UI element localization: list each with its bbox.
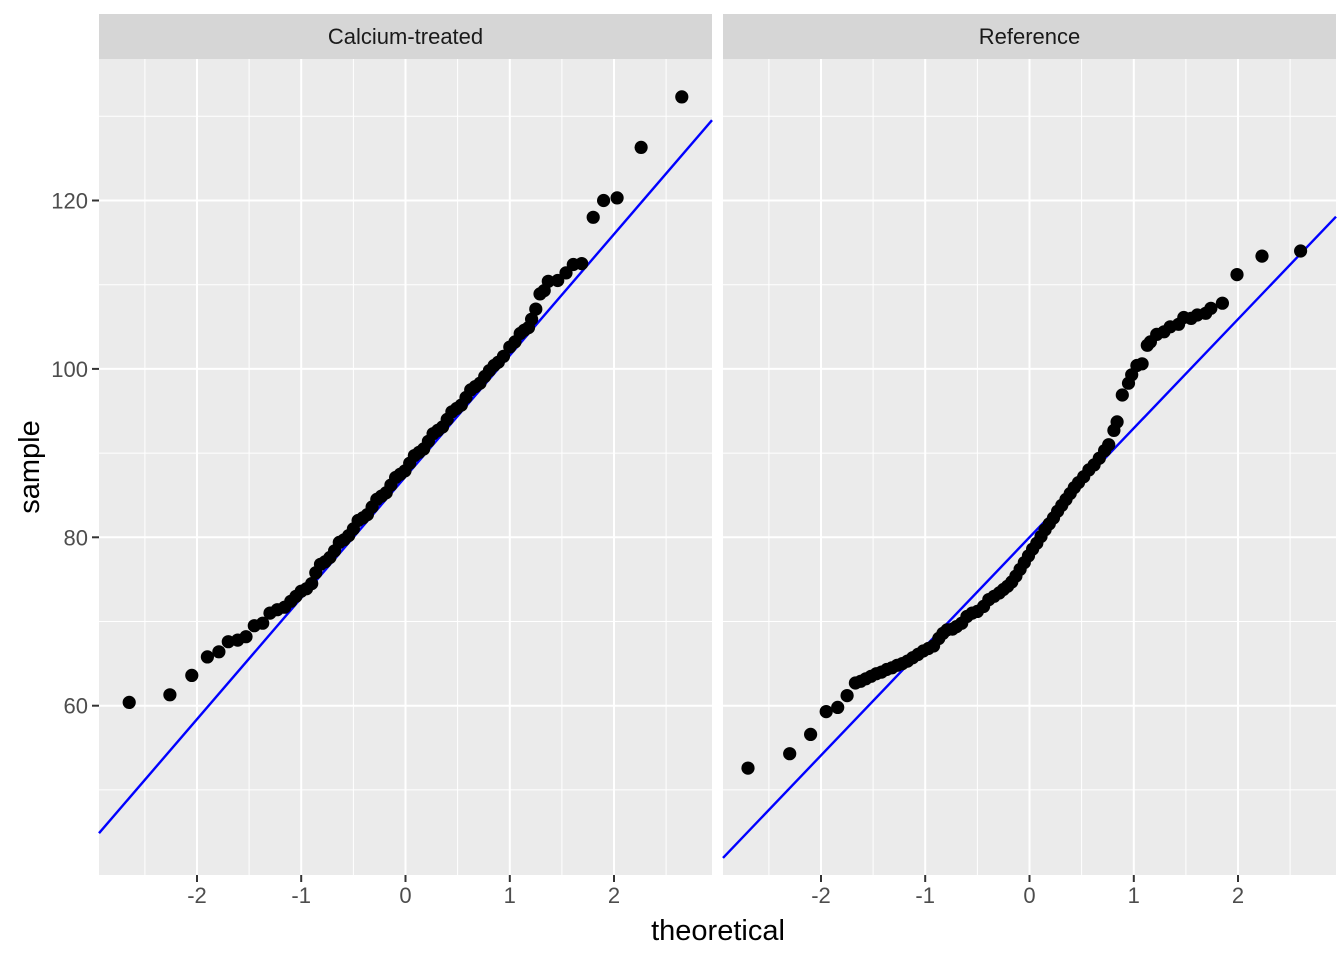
facet-1: Reference -2 -1 0 1 2 [722,14,1337,908]
data-point [256,616,270,630]
data-point [1294,244,1308,258]
data-point [610,191,624,205]
y-tick-label: 80 [64,525,88,550]
y-tick-label: 120 [51,189,88,214]
y-axis-title: sample [14,420,46,514]
x-tick-label: 1 [504,883,516,908]
data-point [831,700,845,715]
data-point [597,193,611,208]
x-tick-label: -1 [291,883,311,908]
facet-strip [723,14,1336,59]
x-tick-label: 1 [1128,883,1140,908]
data-point [239,630,253,644]
data-point [212,645,226,659]
data-point [804,727,818,742]
data-point [525,312,539,326]
facet-strip-label: Calcium-treated [328,24,483,49]
data-point [1115,388,1129,402]
data-point [586,210,600,224]
data-point [819,705,833,719]
data-point [575,257,589,271]
y-tick-label: 60 [64,694,88,719]
x-tick-label: -2 [811,883,831,908]
y-tick-label: 100 [51,357,88,382]
x-tick-label: 2 [1232,883,1244,908]
data-point [1255,249,1269,263]
data-point [122,695,136,710]
data-point [185,668,199,683]
data-point [1110,415,1124,429]
data-point [1135,357,1149,371]
data-point [200,650,214,664]
qq-line [722,215,1337,859]
data-point [496,349,511,363]
facet-strip-label: Reference [979,24,1081,49]
facet-0: Calcium-treated -2 -1 0 1 2 [98,14,713,908]
data-point [529,302,543,316]
x-tick-label: 0 [399,883,411,908]
x-tick-label: 0 [1023,883,1035,908]
data-point [1230,268,1244,282]
data-point [840,689,854,703]
data-point [305,577,319,591]
x-tick-label: 2 [608,883,620,908]
data-point [634,140,648,154]
data-point [1102,438,1116,452]
data-point [1204,301,1218,315]
data-point [783,747,797,761]
data-point [675,90,689,104]
x-axis-title: theoretical [651,915,785,947]
data-point [1215,296,1229,310]
y-axis: 60 80 100 120 [51,189,99,719]
x-tick-label: -2 [187,883,207,908]
data-point [163,688,177,702]
x-tick-label: -1 [915,883,935,908]
facet-strip [99,14,712,59]
data-point [741,761,755,775]
